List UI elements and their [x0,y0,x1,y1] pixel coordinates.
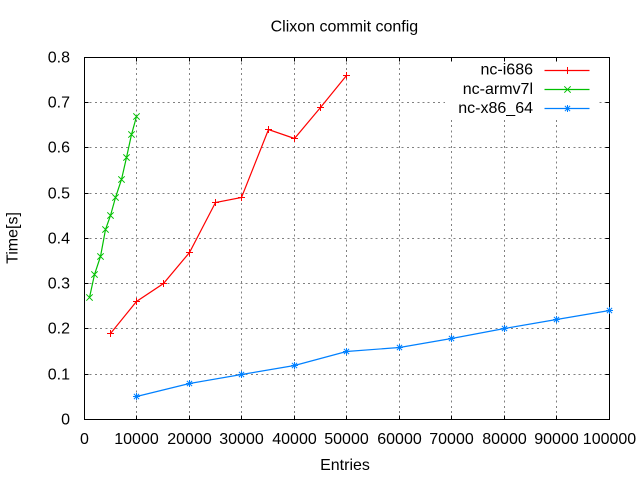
svg-text:0.6: 0.6 [48,139,70,156]
svg-text:Time[s]: Time[s] [5,212,22,264]
svg-text:Clixon commit config: Clixon commit config [271,19,419,36]
svg-text:nc-x86_64: nc-x86_64 [458,100,533,117]
svg-text:0: 0 [61,411,70,428]
svg-text:0.8: 0.8 [48,49,70,66]
svg-text:0.7: 0.7 [48,94,70,111]
svg-text:40000: 40000 [272,431,317,448]
svg-text:90000: 90000 [534,431,579,448]
svg-text:0.1: 0.1 [48,366,70,383]
svg-text:0.2: 0.2 [48,320,70,337]
svg-text:60000: 60000 [377,431,422,448]
svg-text:0.4: 0.4 [48,230,70,247]
svg-text:30000: 30000 [219,431,264,448]
svg-text:nc-i686: nc-i686 [481,62,534,79]
svg-text:Entries: Entries [320,457,370,474]
svg-text:nc-armv7l: nc-armv7l [463,81,533,98]
svg-text:0.3: 0.3 [48,275,70,292]
svg-text:50000: 50000 [324,431,369,448]
svg-text:100000: 100000 [583,431,636,448]
svg-text:0: 0 [80,431,89,448]
svg-text:20000: 20000 [167,431,212,448]
svg-text:10000: 10000 [114,431,159,448]
svg-text:70000: 70000 [429,431,474,448]
svg-text:80000: 80000 [482,431,527,448]
svg-text:0.5: 0.5 [48,185,70,202]
